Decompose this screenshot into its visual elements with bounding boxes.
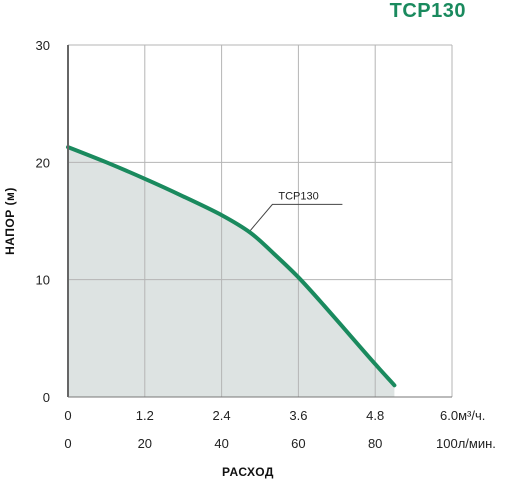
- x-tick-label-lmin: 20: [138, 436, 152, 451]
- y-tick-labels: 0 10 20 30: [36, 38, 50, 405]
- x-tick-label-lmin: 40: [214, 436, 228, 451]
- x-tick-label-lmin: 80: [368, 436, 382, 451]
- curve-area-fill: [68, 147, 395, 397]
- x-axis-label: РАСХОД: [222, 465, 274, 479]
- x-tick-label-m3h: 6.0м³/ч.: [440, 408, 485, 423]
- grid-lines: [68, 44, 453, 397]
- x-tick-labels-lmin: 0 20 40 60 80 100л/мин.: [64, 436, 496, 451]
- x-tick-label-m3h: 0: [64, 408, 71, 423]
- x-tick-labels-m3h: 0 1.2 2.4 3.6 4.8 6.0м³/ч.: [64, 408, 485, 423]
- x-tick-label-lmin: 0: [64, 436, 71, 451]
- x-tick-label-m3h: 3.6: [289, 408, 307, 423]
- curve-annotation: TCP130: [250, 190, 343, 231]
- plot-area: [66, 44, 453, 398]
- annotation-label: TCP130: [278, 190, 318, 202]
- y-tick-label: 0: [43, 390, 50, 405]
- curve-line-tcp130: [66, 145, 397, 388]
- chart-title: TCP130: [390, 0, 466, 22]
- x-tick-label-m3h: 2.4: [213, 408, 231, 423]
- y-tick-label: 30: [36, 38, 50, 53]
- x-tick-label-m3h: 1.2: [136, 408, 154, 423]
- x-tick-label-m3h: 4.8: [366, 408, 384, 423]
- y-tick-label: 10: [36, 273, 50, 288]
- y-tick-label: 20: [36, 155, 50, 170]
- y-axis-label: НАПОР (м): [3, 187, 17, 255]
- x-tick-label-lmin: 60: [291, 436, 305, 451]
- x-tick-label-lmin: 100л/мин.: [436, 436, 496, 451]
- annotation-leader-line: [250, 203, 343, 231]
